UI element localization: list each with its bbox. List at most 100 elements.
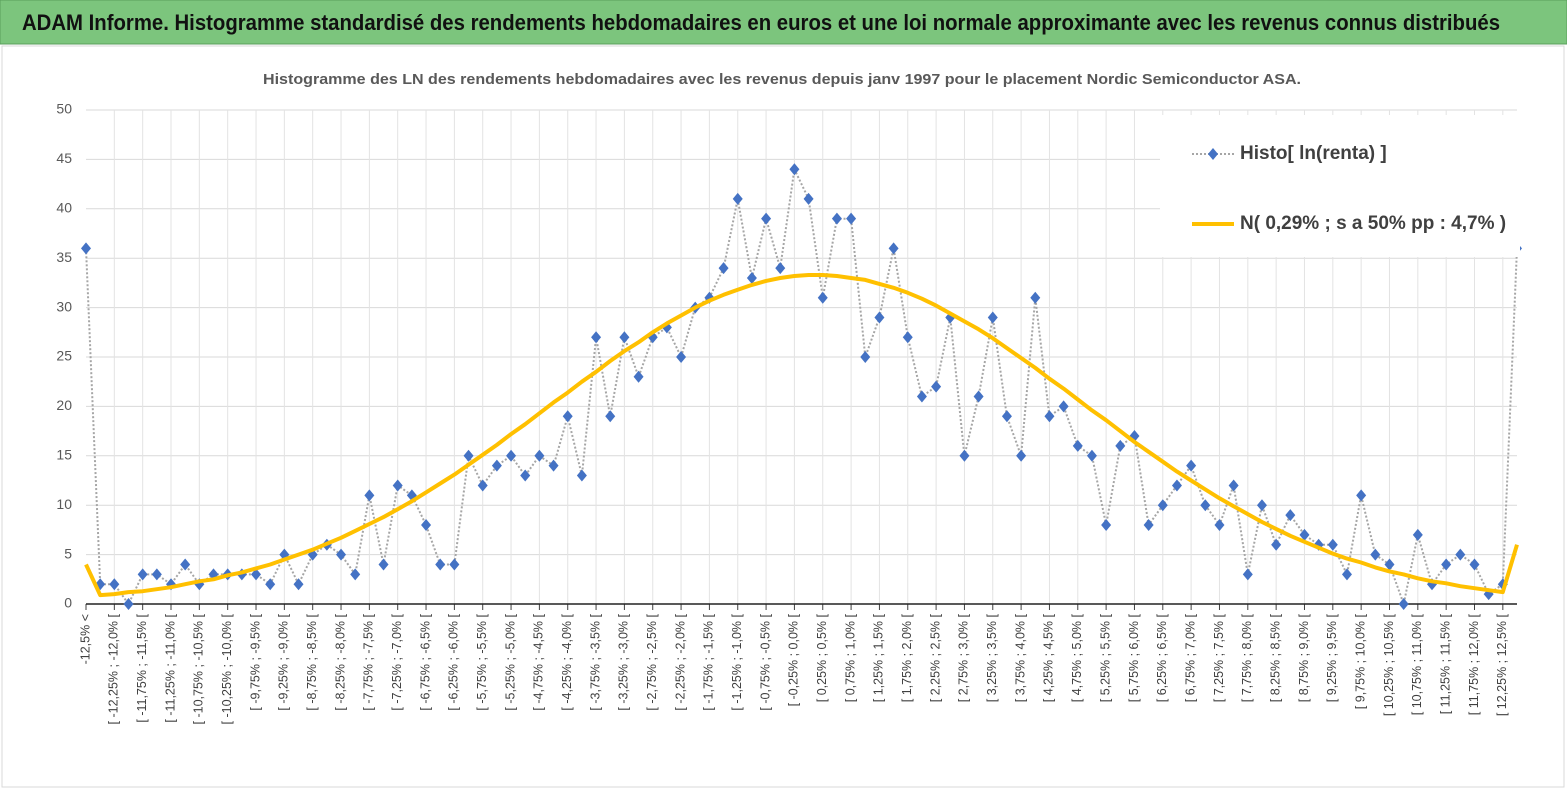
y-tick-label: 50 — [56, 101, 72, 117]
marker — [1469, 558, 1480, 571]
y-tick-label: 25 — [56, 348, 72, 364]
x-tick-label: [ 2,25% ; 2,5% [ — [928, 613, 942, 702]
marker — [1072, 439, 1083, 452]
marker — [1455, 548, 1466, 561]
x-tick-label: [ 4,75% ; 5,0% [ — [1070, 613, 1084, 702]
marker — [449, 558, 460, 571]
marker — [676, 351, 687, 363]
x-tick-label: [ -8,75% ; -8,5% [ — [305, 613, 319, 710]
marker — [123, 598, 134, 610]
x-tick-label: [ 8,75% ; 9,0% [ — [1297, 613, 1311, 702]
marker — [350, 568, 361, 581]
legend-box — [1160, 115, 1520, 257]
x-tick-label: [ -8,25% ; -8,0% [ — [333, 613, 347, 710]
marker — [619, 331, 630, 344]
marker — [81, 242, 91, 255]
x-tick-label: [ 5,75% ; 6,0% [ — [1127, 613, 1141, 702]
x-tick-label: [ -2,75% ; -2,5% [ — [645, 613, 659, 710]
marker — [435, 558, 446, 571]
marker — [1370, 548, 1381, 561]
x-tick-label: [ 7,25% ; 7,5% [ — [1212, 613, 1226, 702]
chart-title: Histogramme des LN des rendements hebdom… — [263, 71, 1301, 88]
x-tick-label: [ 8,25% ; 8,5% [ — [1268, 613, 1282, 702]
marker — [336, 548, 347, 561]
x-tick-label: [ 9,25% ; 9,5% [ — [1325, 613, 1339, 702]
marker — [1101, 518, 1112, 531]
marker — [902, 331, 913, 344]
marker — [1157, 499, 1168, 512]
marker — [463, 449, 474, 462]
x-tick-label: [ 4,25% ; 4,5% [ — [1042, 613, 1056, 702]
marker — [1016, 449, 1027, 462]
x-tick-label: [ -2,25% ; -2,0% [ — [673, 613, 687, 710]
x-tick-label: [ -7,25% ; -7,0% [ — [390, 613, 404, 710]
marker — [293, 578, 304, 591]
x-tick-label: [ -10,75% ; -10,5% [ — [192, 613, 206, 724]
marker — [378, 558, 389, 571]
x-tick-label: [ 9,75% ; 10,0% [ — [1353, 613, 1367, 709]
marker — [718, 262, 729, 275]
marker — [1412, 528, 1423, 541]
x-tick-label: [ 3,75% ; 4,0% [ — [1013, 613, 1027, 702]
marker — [959, 449, 970, 462]
x-tick-label: [ -1,75% ; -1,5% [ — [702, 613, 716, 710]
x-tick-label: [ -9,75% ; -9,5% [ — [248, 613, 262, 710]
marker — [591, 331, 602, 344]
y-tick-label: 35 — [56, 249, 72, 265]
marker — [576, 469, 587, 482]
marker — [761, 212, 772, 225]
marker — [1441, 558, 1452, 571]
y-tick-label: 45 — [56, 150, 72, 166]
y-tick-label: 30 — [56, 298, 72, 314]
x-tick-label: [ 11,25% ; 11,5% [ — [1438, 613, 1452, 714]
marker — [789, 163, 800, 176]
marker — [931, 380, 942, 393]
marker — [180, 558, 191, 571]
x-tick-label: [ -11,25% ; -11,0% [ — [163, 613, 177, 722]
marker — [151, 568, 162, 581]
y-tick-label: 40 — [56, 200, 72, 216]
marker — [491, 459, 502, 472]
marker — [775, 262, 786, 275]
y-tick-label: 10 — [56, 496, 72, 512]
x-tick-label: [ -10,25% ; -10,0% [ — [220, 613, 234, 724]
marker — [831, 212, 842, 225]
marker — [846, 212, 857, 225]
x-tick-label: [ -5,25% ; -5,0% [ — [503, 613, 517, 710]
marker — [534, 449, 545, 462]
marker — [803, 192, 814, 205]
marker — [562, 410, 573, 423]
marker — [265, 578, 276, 591]
marker — [1171, 479, 1182, 492]
marker — [1001, 410, 1012, 423]
marker — [874, 311, 885, 324]
marker — [746, 271, 757, 284]
marker — [109, 578, 120, 591]
x-tick-label: -12,5% < — [78, 614, 92, 664]
x-tick-label: [ -9,25% ; -9,0% [ — [277, 613, 291, 710]
x-tick-label: [ 6,75% ; 7,0% [ — [1183, 613, 1197, 702]
marker — [817, 291, 828, 304]
x-tick-label: [ -1,25% ; -1,0% [ — [730, 613, 744, 710]
x-tick-label: [ 7,75% ; 8,0% [ — [1240, 613, 1254, 702]
marker — [1285, 509, 1296, 522]
marker — [251, 568, 262, 581]
x-tick-label: [ -6,75% ; -6,5% [ — [418, 613, 432, 710]
marker — [1242, 568, 1253, 581]
y-tick-label: 15 — [56, 447, 72, 463]
x-tick-label: [ -7,75% ; -7,5% [ — [362, 613, 376, 710]
marker — [1256, 499, 1267, 512]
marker — [1341, 568, 1352, 581]
marker — [1214, 518, 1225, 531]
marker — [1398, 598, 1409, 610]
x-tick-label: [ 6,25% ; 6,5% [ — [1155, 613, 1169, 702]
legend-marker — [1208, 148, 1218, 160]
x-tick-label: [ -3,25% ; -3,0% [ — [617, 613, 631, 710]
marker — [1086, 449, 1097, 462]
x-tick-label: [ 2,75% ; 3,0% [ — [957, 613, 971, 702]
x-tick-label: [ -12,25% ; -12,0% [ — [107, 613, 121, 724]
marker — [1228, 479, 1239, 492]
marker — [1384, 558, 1395, 571]
